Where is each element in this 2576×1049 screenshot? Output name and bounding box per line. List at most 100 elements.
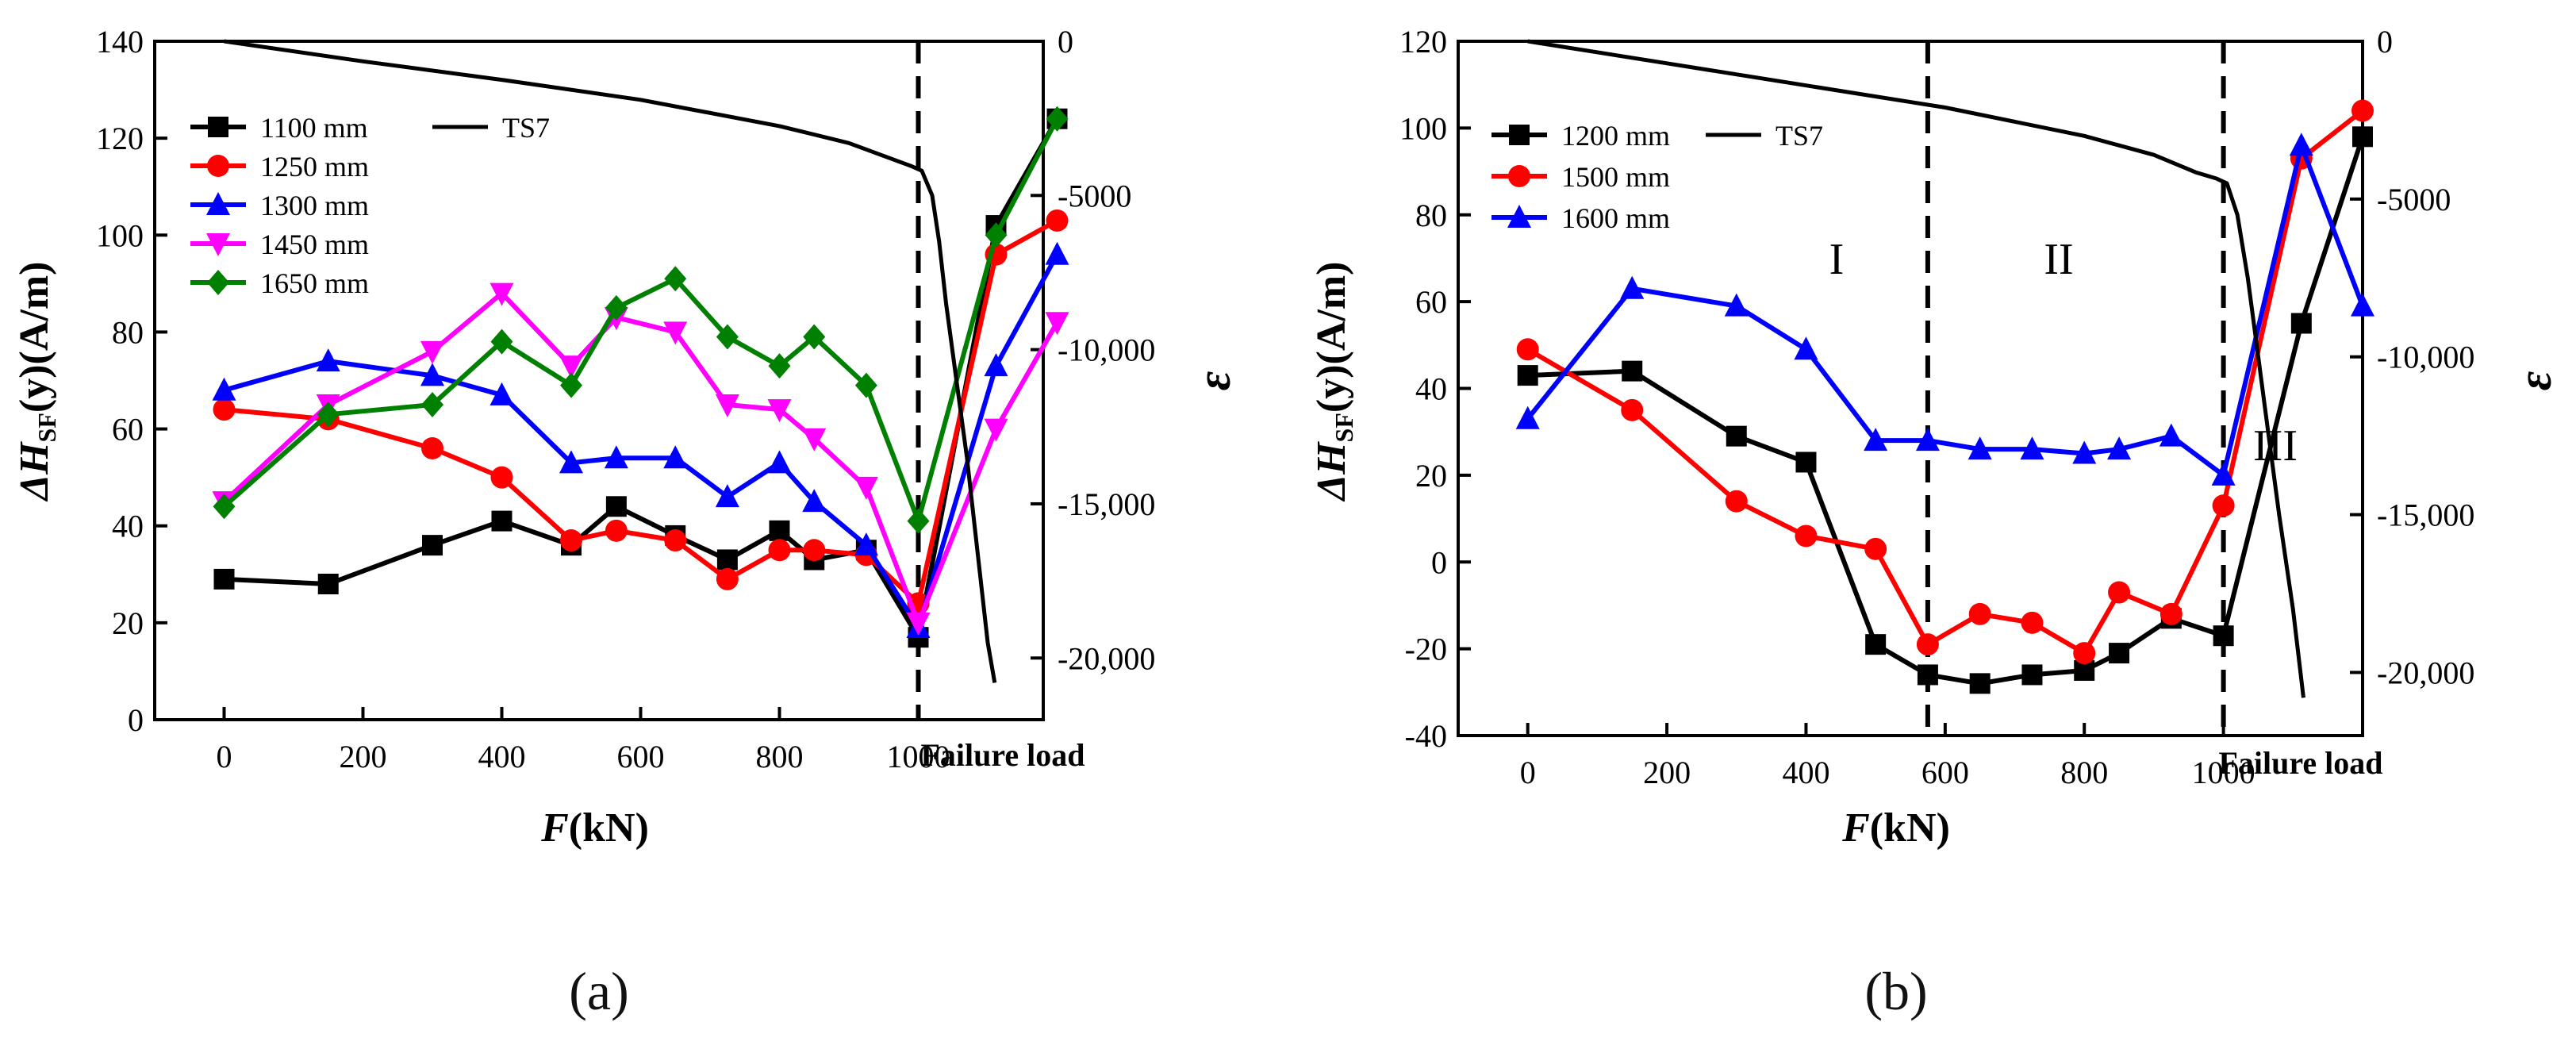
- legend-label: TS7: [1776, 120, 1823, 152]
- y-left-tick-label: 80: [112, 314, 144, 350]
- data-point-1500-mm: [1795, 524, 1818, 548]
- data-point-1300-mm: [559, 450, 583, 474]
- data-point-1300-mm: [316, 348, 340, 372]
- y-right-tick-label: -20,000: [1058, 640, 1155, 676]
- data-point-1250-mm: [716, 567, 739, 590]
- data-point-1300-mm: [984, 353, 1008, 377]
- data-point-1300-mm: [663, 445, 688, 469]
- data-point-1650-mm: [490, 329, 513, 355]
- data-point-1500-mm: [1968, 602, 1991, 625]
- y-left-tick-label: 120: [1399, 24, 1447, 60]
- data-point-1100-mm: [213, 568, 235, 590]
- data-point-1300-mm: [420, 363, 444, 386]
- data-point-1300-mm: [604, 445, 628, 469]
- data-point-1650-mm: [560, 372, 582, 398]
- panel-b-series: [1515, 39, 2374, 736]
- data-point-1250-mm: [421, 437, 443, 459]
- panel-a-failure-load-label: Failure load: [920, 737, 1085, 773]
- y-right-tick-label: -20,000: [2377, 655, 2474, 690]
- data-point-1300-mm: [767, 450, 792, 474]
- data-point-1200-mm: [1969, 673, 1991, 694]
- x-tick-label: 200: [340, 739, 387, 774]
- data-point-1200-mm: [2109, 643, 2130, 664]
- y-left-tick-label: 140: [96, 24, 144, 60]
- data-point-1100-mm: [716, 549, 738, 571]
- data-point-1650-mm: [907, 508, 930, 534]
- series-line-1500-mm: [1526, 109, 2364, 656]
- y-right-tick-label: -5000: [1058, 178, 1131, 213]
- data-point-1250-mm: [1046, 209, 1069, 232]
- data-point-1650-mm: [803, 324, 826, 350]
- legend-marker: [206, 233, 230, 256]
- legend-label: 1200 mm: [1561, 120, 1670, 152]
- series-line-1450-mm: [222, 290, 1060, 625]
- y-left-tick-label: -20: [1405, 632, 1447, 667]
- panel-a-series: [212, 39, 1069, 720]
- data-point-1250-mm: [664, 529, 687, 552]
- data-point-1450-mm: [489, 282, 514, 306]
- data-point-1500-mm: [2108, 581, 2131, 604]
- data-point-1450-mm: [420, 340, 444, 364]
- data-point-1200-mm: [1865, 634, 1887, 655]
- data-point-1450-mm: [984, 418, 1008, 442]
- y-left-tick-label: 40: [112, 509, 144, 544]
- panel-b-left-ticks: -40 -20 0 20 40 60 80 100 120: [1399, 24, 1471, 754]
- legend-marker: [206, 192, 230, 215]
- data-point-1600-mm: [1515, 405, 1540, 429]
- data-point-1450-mm: [854, 476, 878, 500]
- series-line-1100-mm: [224, 117, 1060, 640]
- data-point-1300-mm: [212, 377, 236, 401]
- data-point-1600-mm: [1794, 336, 1818, 360]
- x-tick-label: 600: [617, 739, 665, 774]
- panel-a-y-left-axis-title: ΔHSF(y)(A/m): [12, 262, 61, 502]
- data-point-1650-mm: [317, 402, 340, 428]
- data-point-1600-mm: [2211, 462, 2236, 486]
- panel-a: ΔHSF(y)(A/m) ε F(kN) Failure load 0 20 40 6…: [12, 24, 1240, 851]
- series-line-1650-mm: [222, 117, 1060, 524]
- x-tick-label: 800: [756, 739, 804, 774]
- data-point-1600-mm: [2072, 440, 2097, 464]
- panel-b: ΔHSF(y)(A/m) ε F(kN) Failure load -40 -20…: [1309, 24, 2561, 851]
- data-point-1200-mm: [1795, 451, 1817, 473]
- legend-label: 1600 mm: [1561, 202, 1670, 234]
- data-point-1200-mm: [2352, 126, 2373, 148]
- panel-a-x-ticks: 0 200 400 600 800 1000: [217, 707, 950, 774]
- data-point-1300-mm: [715, 484, 739, 508]
- data-point-1500-mm: [1864, 537, 1887, 560]
- data-point-1250-mm: [768, 539, 791, 562]
- x-tick-label: 400: [1782, 755, 1829, 790]
- y-left-tick-label: 60: [1415, 284, 1447, 320]
- data-point-1500-mm: [2212, 494, 2235, 517]
- panel-a-plot-frame: [153, 40, 1045, 721]
- x-tick-label: 800: [2060, 755, 2108, 790]
- panel-b-x-axis-title: F(kN): [1841, 805, 1950, 851]
- panel-a-x-axis-title: F(kN): [540, 805, 649, 851]
- y-left-tick-label: 120: [96, 121, 144, 156]
- data-point-1200-mm: [2213, 625, 2234, 647]
- data-point-1450-mm: [1045, 312, 1069, 336]
- data-point-1600-mm: [2159, 423, 2183, 447]
- x-tick-label: 1000: [887, 739, 950, 774]
- data-point-1500-mm: [1725, 490, 1748, 513]
- data-point-1650-mm: [1046, 106, 1069, 132]
- panel-b-y-left-axis-title: ΔHSF(y)(A/m): [1309, 262, 1358, 502]
- data-point-1250-mm: [490, 466, 513, 489]
- data-point-1300-mm: [854, 532, 878, 556]
- data-point-1100-mm: [422, 535, 443, 556]
- y-right-tick-label: 0: [1058, 24, 1073, 60]
- data-point-1200-mm: [1726, 425, 1747, 447]
- panel-b-region-label-iii: III: [2253, 421, 2298, 471]
- y-left-tick-label: 40: [1415, 371, 1447, 407]
- y-left-tick-label: 80: [1415, 198, 1447, 233]
- y-right-tick-label: -10,000: [2377, 340, 2474, 375]
- data-point-1450-mm: [663, 321, 688, 345]
- data-point-1650-mm: [985, 222, 1008, 248]
- data-point-1200-mm: [1517, 365, 1538, 386]
- x-tick-label: 1000: [2192, 755, 2255, 790]
- panel-a-legend: 1100 mm 1250 mm 1300 mm 1450 mm 1650 mm TS7: [190, 112, 550, 299]
- legend-label: 1650 mm: [260, 267, 369, 299]
- data-point-1250-mm: [213, 398, 236, 421]
- data-point-1200-mm: [1622, 360, 1643, 382]
- data-point-1500-mm: [1516, 338, 1539, 361]
- data-point-1500-mm: [2021, 611, 2044, 634]
